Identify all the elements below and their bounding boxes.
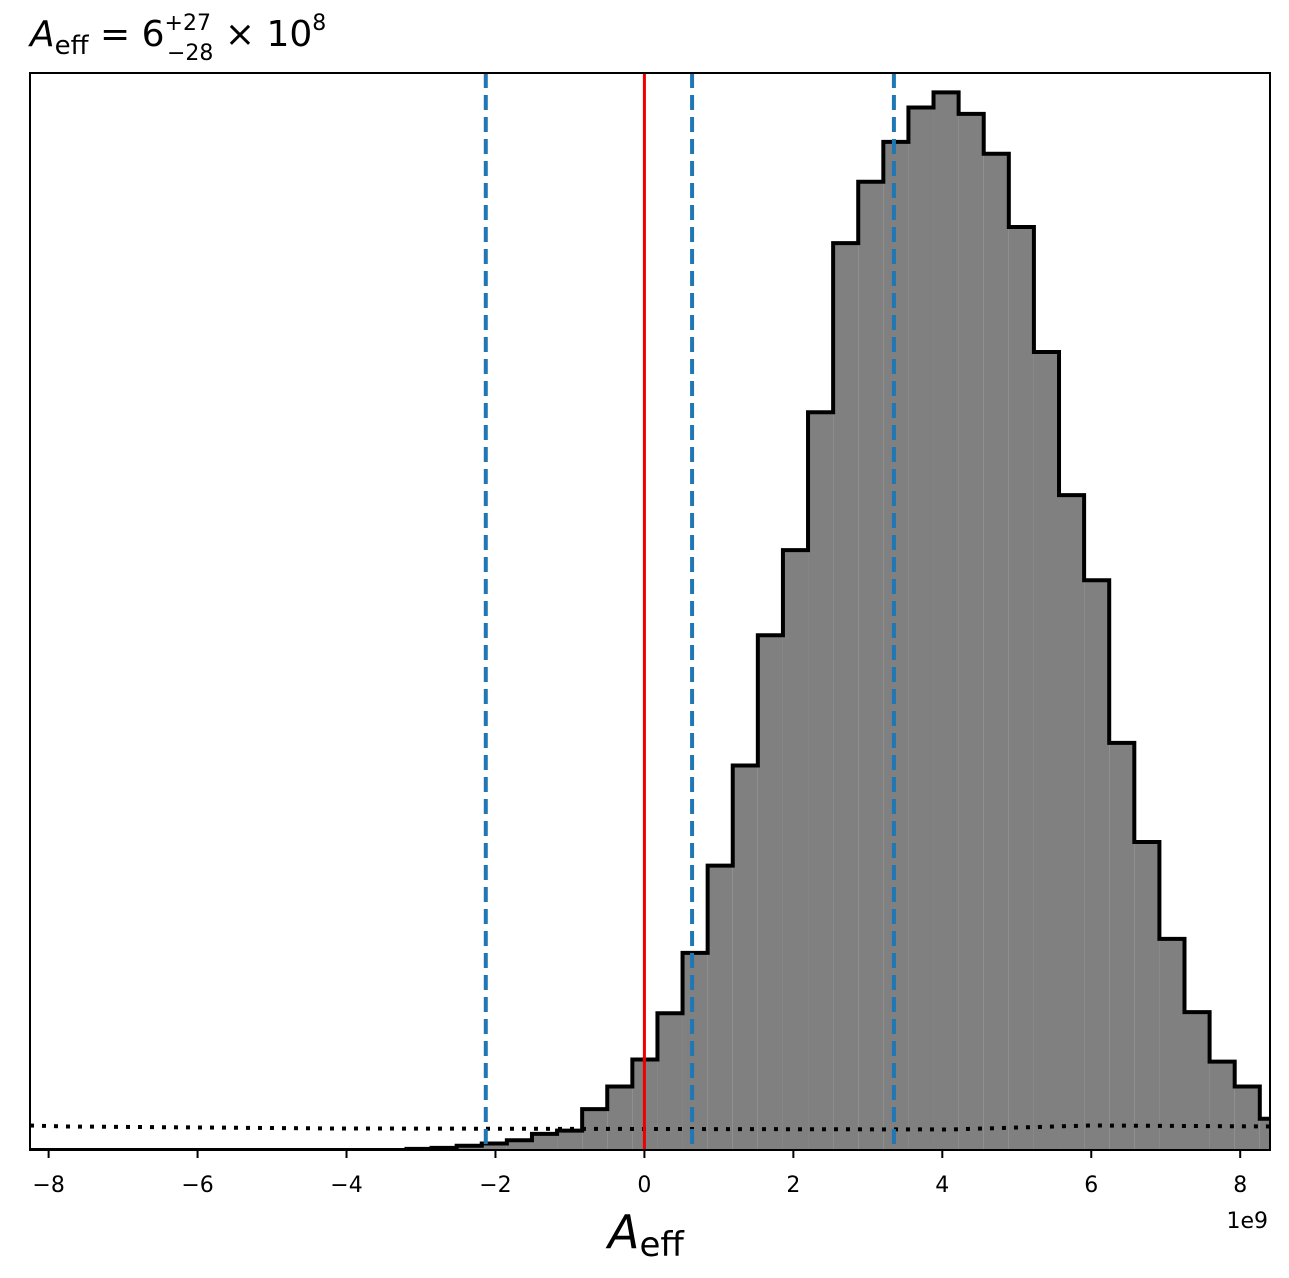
- x-axis-ticks: −8 −6 −4 −2 0 2 4 6 8: [32, 1150, 1247, 1198]
- histogram-bar: [1084, 580, 1110, 1150]
- x-tick-label: −4: [330, 1173, 362, 1198]
- histogram-bar: [958, 113, 984, 1150]
- histogram-bar: [531, 1133, 558, 1150]
- histogram-bar: [1259, 1118, 1270, 1150]
- histogram-bar: [1159, 938, 1185, 1150]
- histogram-bar: [908, 107, 934, 1150]
- prior-dotted-line: [30, 1123, 1270, 1132]
- histogram-bar: [1059, 495, 1085, 1150]
- histogram-bar: [858, 181, 884, 1150]
- histogram-bar: [1008, 227, 1034, 1150]
- histogram-bar: [833, 243, 859, 1150]
- histogram-bar: [456, 1145, 482, 1150]
- histogram-bar: [933, 92, 959, 1150]
- histogram-bar: [1134, 841, 1160, 1150]
- histogram-bar: [1109, 742, 1135, 1150]
- histogram-bar: [808, 412, 834, 1150]
- histogram-bar: [682, 952, 708, 1150]
- histogram-bar: [983, 153, 1009, 1150]
- histogram-bar: [782, 550, 809, 1150]
- histogram-layer: [30, 73, 1289, 1150]
- x-tick-label: 0: [637, 1173, 651, 1198]
- histogram-bar: [1234, 1086, 1260, 1150]
- x-tick-label: 8: [1233, 1173, 1247, 1198]
- x-tick-label: 2: [786, 1173, 800, 1198]
- histogram-bar: [506, 1140, 532, 1150]
- x-tick-label: −8: [32, 1173, 64, 1198]
- histogram-outline: [30, 90, 1270, 1150]
- x-tick-label: 4: [935, 1173, 949, 1198]
- histogram-bar: [757, 635, 783, 1150]
- histogram-bar: [1209, 1061, 1235, 1150]
- x-tick-label: −2: [479, 1173, 511, 1198]
- axes-frame: [29, 72, 1271, 1151]
- histogram-bar: [1184, 1012, 1210, 1150]
- histogram-bar: [607, 1086, 633, 1150]
- histogram-bar: [732, 765, 758, 1150]
- histogram-bar: [557, 1130, 583, 1150]
- chart-title: Aeff = 6+27 −28 × 108: [28, 11, 326, 66]
- histogram-bar: [1285, 1133, 1289, 1150]
- histogram-bar: [1033, 351, 1060, 1150]
- x-axis-label: Aeff: [605, 1205, 685, 1265]
- x-tick-label: 6: [1084, 1173, 1098, 1198]
- x-tick-label: −6: [181, 1173, 213, 1198]
- histogram-bar: [481, 1143, 507, 1150]
- histogram-bar: [707, 865, 733, 1150]
- x-axis-offset-label: 1e9: [1226, 1209, 1268, 1234]
- plot-area: [29, 72, 1289, 1151]
